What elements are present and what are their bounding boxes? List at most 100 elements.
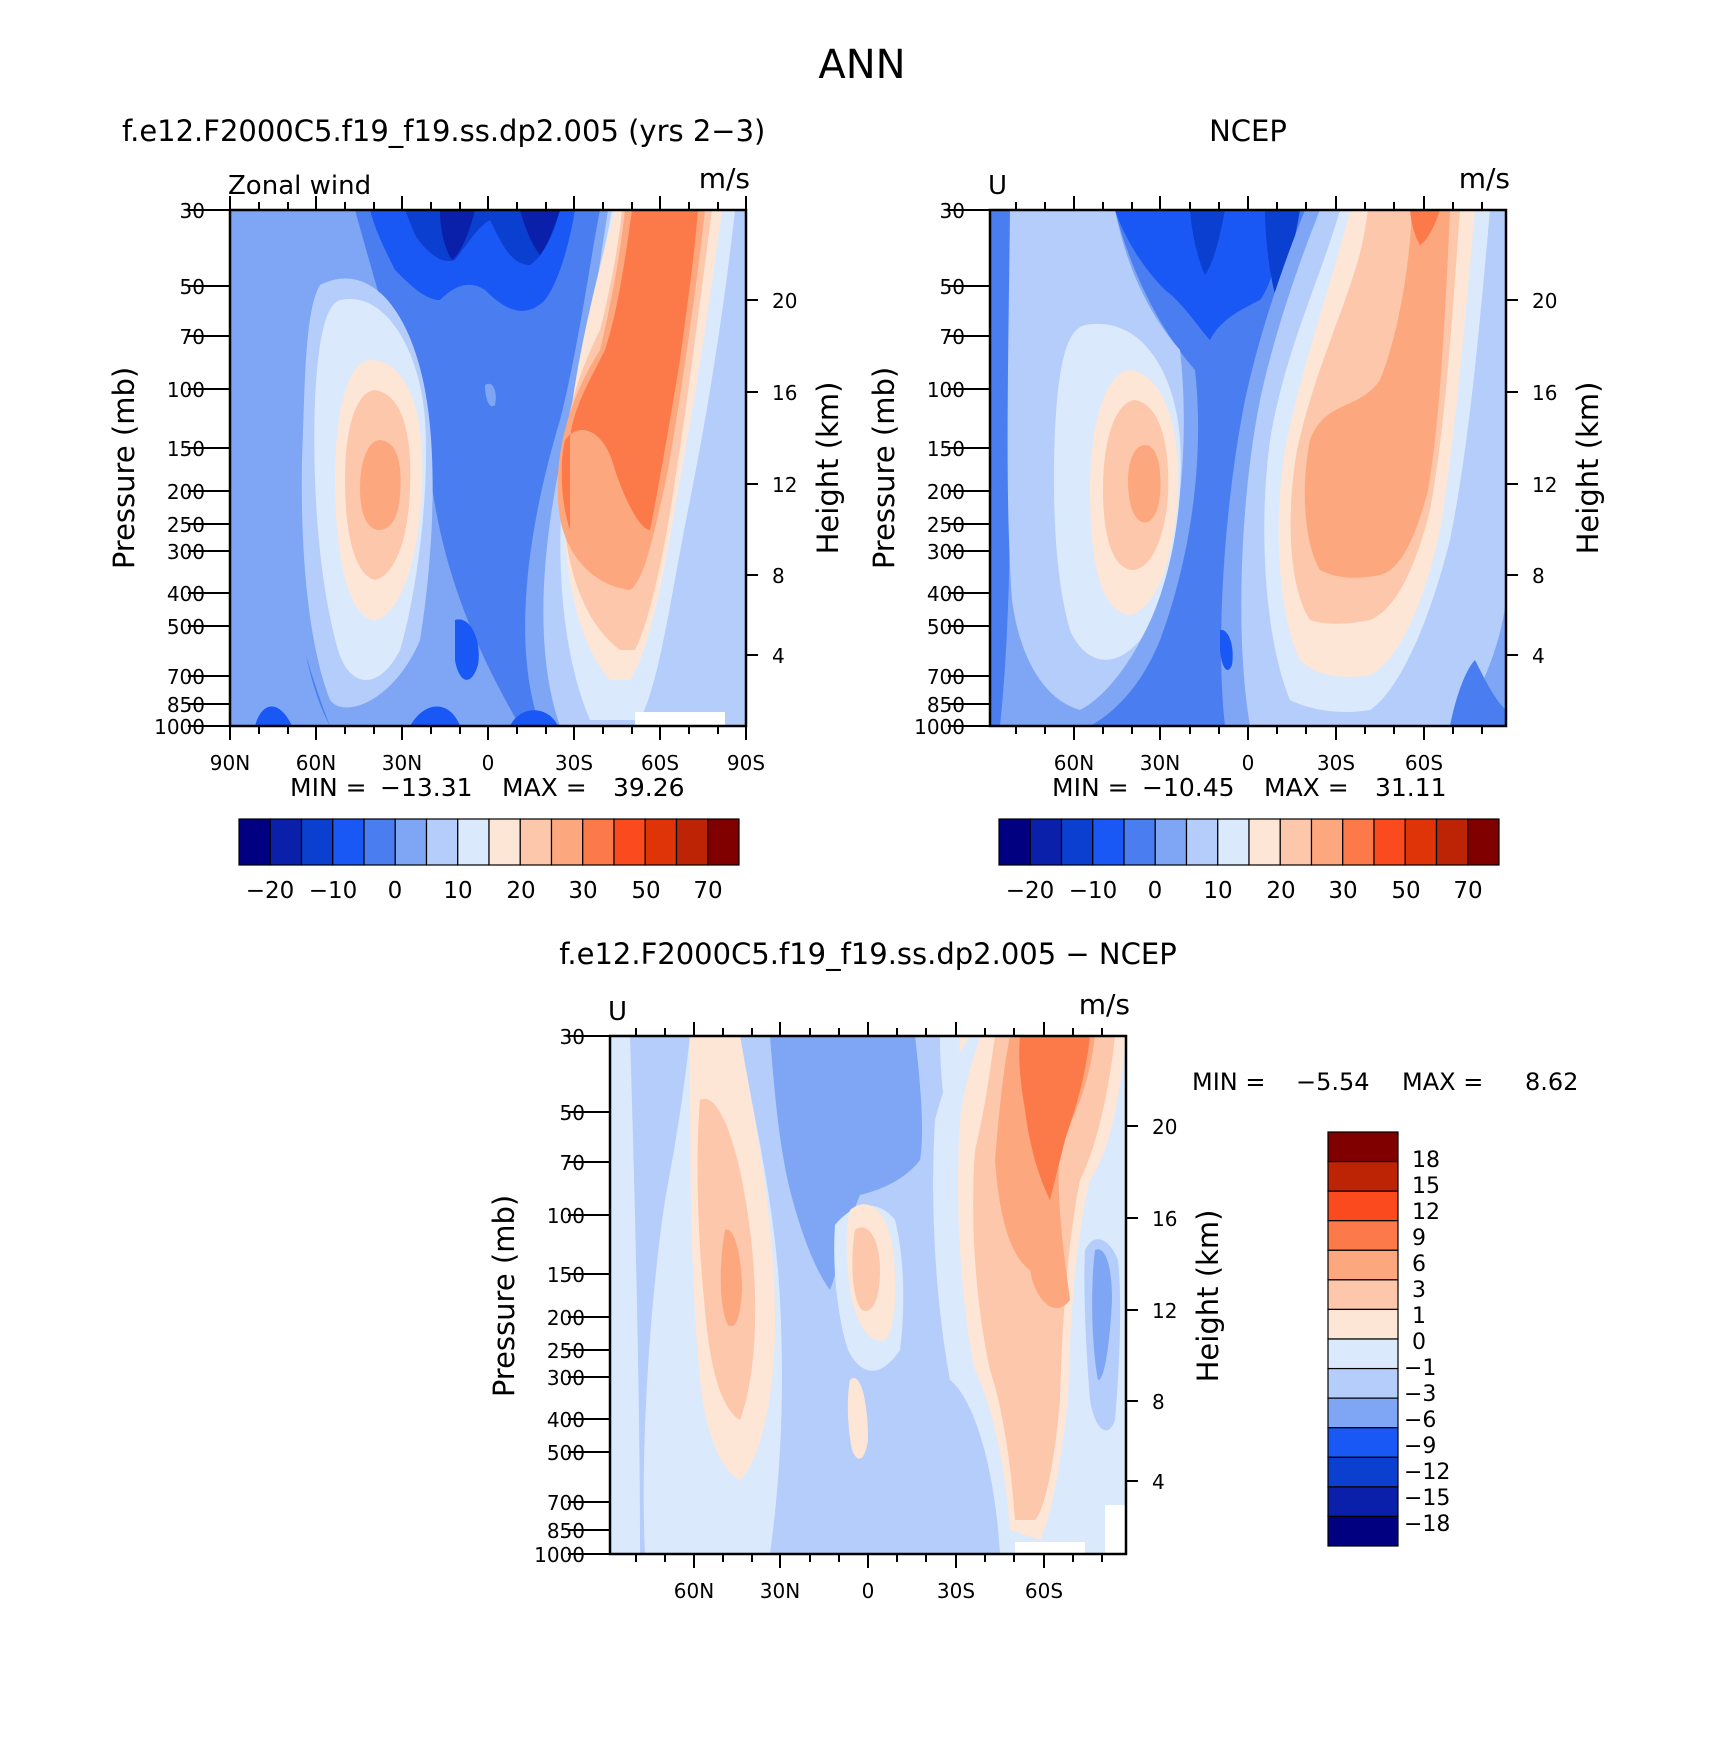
xtick-label: 60N (296, 751, 336, 775)
colorbar-swatch (394, 818, 428, 866)
height-tick-label: 4 (1152, 1470, 1165, 1494)
panel-difference-ytick-labels: 30 50 70 100 150 200 250 300 400 500 700… (534, 1025, 585, 1567)
colorbar-label: 1 (1412, 1304, 1426, 1329)
height-tick-label: 12 (1532, 473, 1557, 497)
contour-fill (485, 383, 496, 407)
colorbar-swatch (1467, 818, 1500, 866)
colorbar-swatch (1327, 1279, 1399, 1311)
xtick-label: 30N (382, 751, 422, 775)
contour-fill (1190, 210, 1225, 275)
ytick-label: 200 (167, 480, 205, 504)
min-label: MIN = (1192, 1068, 1265, 1096)
ytick-label: 70 (180, 325, 205, 349)
colorbar-label: 18 (1412, 1148, 1440, 1173)
colorbar-swatch (1217, 818, 1250, 866)
colorbar-swatch (675, 818, 709, 866)
colorbar-swatch (1327, 1220, 1399, 1251)
contour-fill (520, 210, 560, 255)
min-max-readout: MIN = −13.31 MAX = 39.26 (290, 773, 685, 802)
panel-difference: f.e12.F2000C5.f19_f19.ss.dp2.005 − NCEP (487, 937, 1578, 1603)
ytick-label: 850 (167, 693, 205, 717)
colorbar-swatch (1373, 818, 1406, 866)
colorbar-labels: −20 −10 0 10 20 30 50 70 (246, 878, 723, 904)
colorbar-label: 9 (1412, 1226, 1426, 1251)
panel-difference-ticks (568, 1022, 1138, 1568)
colorbar-label: −6 (1404, 1408, 1436, 1433)
y-right-axis-label: Height (km) (811, 382, 845, 555)
ytick-label: 500 (167, 615, 205, 639)
colorbar-swatch (238, 818, 271, 866)
contour-fill (1450, 660, 1506, 726)
height-tick-label: 12 (1152, 1299, 1177, 1323)
height-tick-label: 4 (772, 644, 785, 668)
contour-fill (770, 1036, 923, 1290)
ytick-label: 500 (927, 615, 965, 639)
ytick-label: 1000 (914, 715, 965, 739)
colorbar-swatch (1279, 818, 1313, 866)
contour-fill (990, 210, 1011, 726)
height-tick-label: 20 (772, 289, 797, 313)
contour-fill (360, 440, 401, 530)
colorbar-swatch (1060, 818, 1094, 866)
colorbar-swatch (1327, 1308, 1399, 1340)
variable-label: U (988, 171, 1007, 201)
colorbar-swatch (1327, 1456, 1399, 1488)
colorbar-swatch (1327, 1160, 1399, 1192)
colorbar-swatch (519, 818, 553, 866)
contour-fill (455, 619, 479, 680)
colorbar-swatch (425, 818, 459, 866)
contour-fill (1220, 629, 1233, 670)
contour-fill (610, 1036, 640, 1554)
units-label: m/s (699, 162, 750, 195)
ytick-label: 150 (167, 437, 205, 461)
colorbar-swatch (1123, 818, 1156, 866)
height-tick-label: 16 (772, 381, 797, 405)
xtick-label: 60N (1054, 751, 1094, 775)
colorbar-label: 10 (1203, 878, 1232, 904)
ytick-label: 50 (560, 1101, 585, 1125)
colorbar (238, 818, 740, 866)
contour-fill (847, 1378, 868, 1459)
units-label: m/s (1079, 988, 1130, 1021)
colorbar-label: 0 (1148, 878, 1163, 904)
colorbar-swatch (1342, 818, 1375, 866)
missing-data (635, 712, 725, 726)
colorbar-label: −10 (1069, 878, 1118, 904)
panel-model: f.e12.F2000C5.f19_f19.ss.dp2.005 (yrs 2−… (107, 114, 845, 904)
colorbar-label: 70 (693, 878, 722, 904)
min-label: MIN = (290, 773, 367, 802)
colorbar-label: 30 (1328, 878, 1357, 904)
panel-ncep-height-labels: 20 16 12 8 4 (1532, 289, 1557, 668)
colorbar-swatch (613, 818, 646, 866)
ytick-label: 300 (927, 540, 965, 564)
missing-data (1105, 1505, 1126, 1554)
colorbar-label: −12 (1404, 1460, 1450, 1485)
ytick-label: 100 (167, 378, 205, 402)
min-value: −5.54 (1296, 1068, 1370, 1096)
max-value: 31.11 (1375, 773, 1447, 802)
colorbar-swatch (998, 818, 1031, 866)
panel-model-ticks (188, 196, 758, 740)
xtick-label: 0 (1242, 751, 1255, 775)
height-tick-label: 16 (1532, 381, 1557, 405)
variable-label: Zonal wind (228, 171, 371, 201)
ytick-label: 400 (547, 1408, 585, 1432)
contour-fill (440, 210, 475, 260)
y-axis-label: Pressure (mb) (867, 367, 901, 569)
ytick-label: 30 (560, 1025, 585, 1049)
y-right-axis-label: Height (km) (1191, 1210, 1225, 1383)
ytick-label: 400 (927, 582, 965, 606)
contour-fill (255, 706, 292, 726)
min-max-readout: MIN = −5.54 MAX = 8.62 (1192, 1068, 1578, 1096)
y-right-axis-label: Height (km) (1571, 382, 1605, 555)
panel-model-contours (230, 210, 746, 726)
height-tick-label: 20 (1152, 1115, 1177, 1139)
ytick-label: 50 (180, 275, 205, 299)
colorbar-swatch (1029, 818, 1063, 866)
max-label: MAX = (502, 773, 587, 802)
panel-difference-contours (610, 1036, 1126, 1554)
figure-title: ANN (818, 42, 905, 88)
height-tick-label: 8 (1532, 564, 1545, 588)
ytick-label: 50 (940, 275, 965, 299)
colorbar-labels: 18 15 12 9 6 3 1 0 −1 −3 −6 −9 −12 −15 −… (1404, 1148, 1450, 1537)
